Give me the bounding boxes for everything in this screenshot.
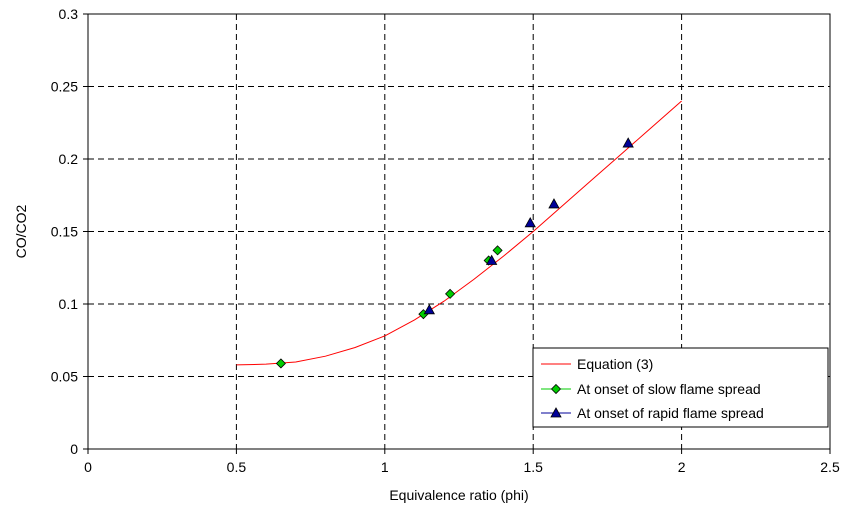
data-point-slow [445, 288, 456, 299]
series-line-equation [236, 100, 682, 366]
y-tick-label: 0.05 [51, 369, 78, 385]
x-tick-label: 0.5 [227, 459, 247, 475]
data-point-slow [492, 245, 503, 256]
legend-swatch-slow-diamond [550, 383, 562, 395]
x-tick-label: 0 [84, 459, 92, 475]
legend-box [532, 347, 829, 428]
legend-swatch-rapid-triangle [550, 407, 562, 418]
data-point-rapid [548, 198, 560, 209]
data-point-rapid [485, 254, 498, 265]
y-tick-label: 0.25 [51, 79, 78, 95]
x-tick-label: 1.5 [523, 459, 543, 475]
x-tick-labels: 0 0.5 1 1.5 2 2.5 [84, 449, 840, 475]
y-tick-labels: 0 0.05 0.1 0.15 0.2 0.25 0.3 [51, 6, 88, 457]
y-axis-label: CO/CO2 [13, 204, 29, 258]
data-point-rapid [524, 216, 536, 228]
y-tick-label: 0.1 [59, 296, 79, 312]
y-tick-label: 0 [70, 441, 78, 457]
x-tick-label: 1 [381, 459, 389, 475]
series-layer [236, 100, 682, 369]
x-axis-label: Equivalence ratio (phi) [389, 487, 528, 503]
legend-label-equation: Equation (3) [577, 356, 653, 372]
x-tick-label: 2 [678, 459, 686, 475]
y-tick-label: 0.15 [51, 224, 78, 240]
data-point-rapid [622, 137, 634, 148]
data-point-rapid [423, 303, 435, 315]
y-tick-label: 0.2 [59, 151, 79, 167]
x-tick-label: 2.5 [820, 459, 840, 475]
data-point-slow [275, 358, 286, 369]
legend: Equation (3) At onset of slow flame spre… [532, 347, 829, 428]
y-tick-label: 0.3 [59, 6, 79, 22]
legend-label-slow: At onset of slow flame spread [577, 381, 761, 397]
legend-label-rapid: At onset of rapid flame spread [577, 405, 764, 421]
